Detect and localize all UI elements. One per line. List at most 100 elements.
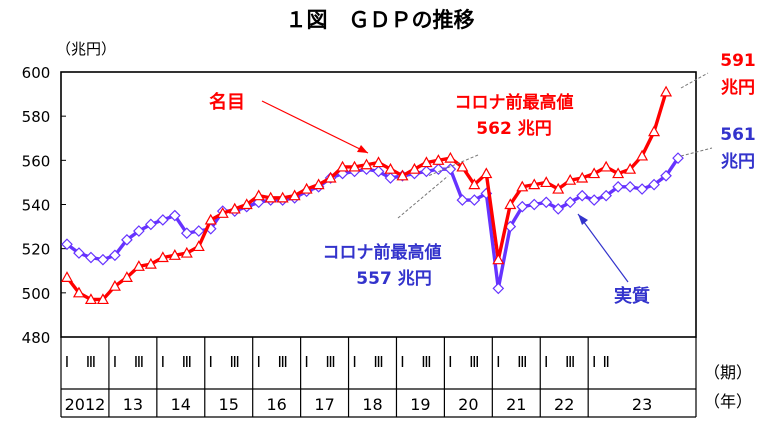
real-peak-title: コロナ前最高値 [323,242,442,263]
x-quarter-label: Ⅲ [565,353,575,371]
data-point-marker [468,178,481,190]
real-last-value: 561 [720,125,756,145]
x-year-label: 15 [219,395,239,414]
data-point-marker [60,271,74,282]
data-point-marker [156,251,169,263]
x-quarter-label: Ⅲ [373,353,383,371]
data-point-marker [324,171,337,183]
y-axis-unit: （兆円） [56,40,116,58]
data-point-marker [588,194,601,206]
real-peak-value: 557 兆円 [356,269,431,289]
data-point-marker [384,162,397,174]
data-point-marker [492,282,505,295]
x-quarter-label: Ⅰ [400,353,404,371]
data-point-marker [636,149,649,161]
data-point-marker [528,198,541,211]
nominal-peak-value: 562 兆円 [476,119,551,139]
data-point-marker [504,198,517,210]
x-year-label: 23 [632,395,652,414]
data-point-marker [396,169,409,181]
x-quarter-label: Ⅲ [277,353,287,371]
data-point-marker [564,173,577,185]
data-point-marker [61,238,73,251]
real-peak-leader [397,175,449,219]
data-point-marker [109,249,121,262]
nominal-series-label: 名目 [209,91,245,113]
data-point-marker [432,163,445,176]
data-point-marker [444,151,457,163]
data-point-marker [648,125,661,137]
x-year-label: 13 [123,395,143,414]
data-point-marker [348,160,361,172]
x-quarter-label: Ⅰ [448,353,452,371]
data-point-marker [312,178,325,190]
data-point-marker [432,154,445,165]
real-label-arrow [577,213,629,283]
data-point-marker [180,246,193,258]
x-year-label: 22 [554,395,574,414]
x-quarter-label: Ⅰ [496,353,500,371]
x-quarter-label: Ⅲ [134,353,144,371]
data-point-marker [144,257,157,269]
x-quarter-label: Ⅲ [421,353,431,371]
series-nominal [60,85,673,305]
data-point-marker [456,160,469,172]
x-quarter-label: Ⅲ [182,353,192,371]
data-point-marker [168,209,181,222]
nominal-last-leader [680,72,709,89]
data-point-marker [552,182,565,194]
data-point-marker [72,286,85,298]
x-quarter-label: Ⅱ [602,353,609,371]
real-label-arrowhead [578,214,588,225]
x-year-label: 19 [410,395,430,414]
data-point-marker [73,247,85,259]
data-point-marker [516,200,529,213]
x-year-label: 2012 [65,395,106,414]
data-point-marker [444,163,457,176]
data-point-marker [468,194,481,206]
x-quarter-label: Ⅲ [325,353,335,371]
data-point-marker [97,253,109,266]
x-quarter-label: Ⅰ [544,353,548,371]
real-series-label: 実質 [614,285,650,307]
data-point-marker [408,162,421,174]
data-point-marker [276,191,289,203]
x-quarter-label: Ⅲ [230,353,240,371]
data-point-marker [192,240,205,252]
data-point-marker [336,160,349,172]
nominal-label-arrowhead [357,145,368,153]
y-tick-label: 540 [22,197,51,215]
data-point-marker [420,165,433,178]
x-quarter-label: Ⅰ [65,353,69,371]
data-point-marker [600,189,612,202]
x-quarter-label: Ⅲ [517,353,527,371]
data-point-marker [528,178,541,190]
x-axis-period-unit: （期） [704,363,752,382]
y-tick-label: 560 [22,152,51,170]
data-point-marker [420,156,433,168]
data-point-marker [648,178,660,191]
data-point-marker [264,191,277,203]
data-point-marker [156,214,169,226]
plot-area-frame [60,71,697,338]
data-point-marker [228,202,241,214]
data-point-marker [636,183,648,195]
x-year-label: 14 [171,395,191,414]
data-point-marker [120,271,133,282]
data-point-marker [216,207,229,218]
x-quarter-label: Ⅰ [592,353,596,371]
data-point-marker [288,189,301,201]
data-point-marker [576,189,589,202]
data-point-marker [96,293,109,305]
data-point-marker [624,162,637,174]
x-year-label: 17 [314,395,334,414]
data-point-marker [516,180,529,192]
data-point-marker [84,293,97,305]
data-point-marker [372,156,385,168]
x-year-label: 16 [266,395,286,414]
x-year-label: 20 [458,395,478,414]
data-point-marker [85,251,97,264]
data-point-marker [192,225,205,237]
